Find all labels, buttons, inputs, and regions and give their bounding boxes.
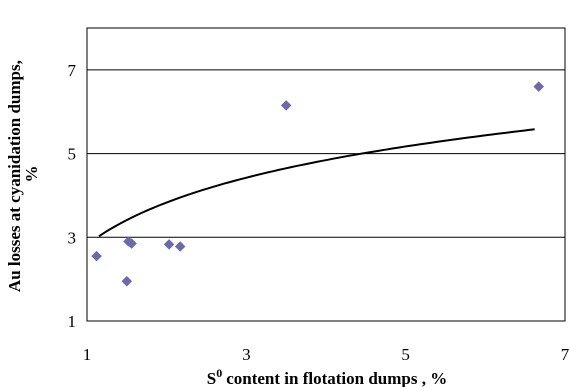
y-axis-title-line-2: %: [22, 166, 41, 183]
x-tick-label: 3: [242, 345, 251, 364]
data-points: [91, 81, 545, 287]
x-axis-title-superscript: 0: [216, 366, 222, 380]
data-point: [533, 81, 545, 92]
y-tick-label: 1: [68, 312, 77, 331]
plot-area-frame: [86, 27, 566, 322]
y-tick-labels: 1 3 5 7: [68, 61, 77, 331]
y-tick-label: 7: [68, 61, 77, 80]
y-tick-label: 3: [68, 228, 77, 247]
x-axis-title-text: content in flotation dumps , %: [226, 369, 447, 387]
data-point: [91, 250, 102, 262]
x-axis-title: S0 content in flotation dumps , %: [207, 366, 448, 387]
gridlines: [87, 69, 565, 238]
data-point: [121, 275, 133, 287]
data-point: [163, 239, 175, 250]
x-tick-label: 5: [401, 345, 410, 364]
y-tick-label: 5: [68, 145, 77, 164]
data-point: [280, 100, 292, 111]
trendline-group: [98, 128, 535, 238]
y-axis-title-line-1: Au losses at cyanidation dumps,: [5, 60, 24, 292]
x-tick-label: 7: [561, 345, 569, 364]
x-axis-title-prefix: S: [207, 369, 216, 387]
x-tick-labels: 1 3 5 7: [83, 345, 569, 364]
trendline: [98, 128, 535, 238]
y-axis-title: Au losses at cyanidation dumps, %: [5, 56, 41, 292]
x-tick-label: 1: [83, 345, 92, 364]
data-point: [174, 241, 186, 252]
data-point: [126, 238, 137, 249]
